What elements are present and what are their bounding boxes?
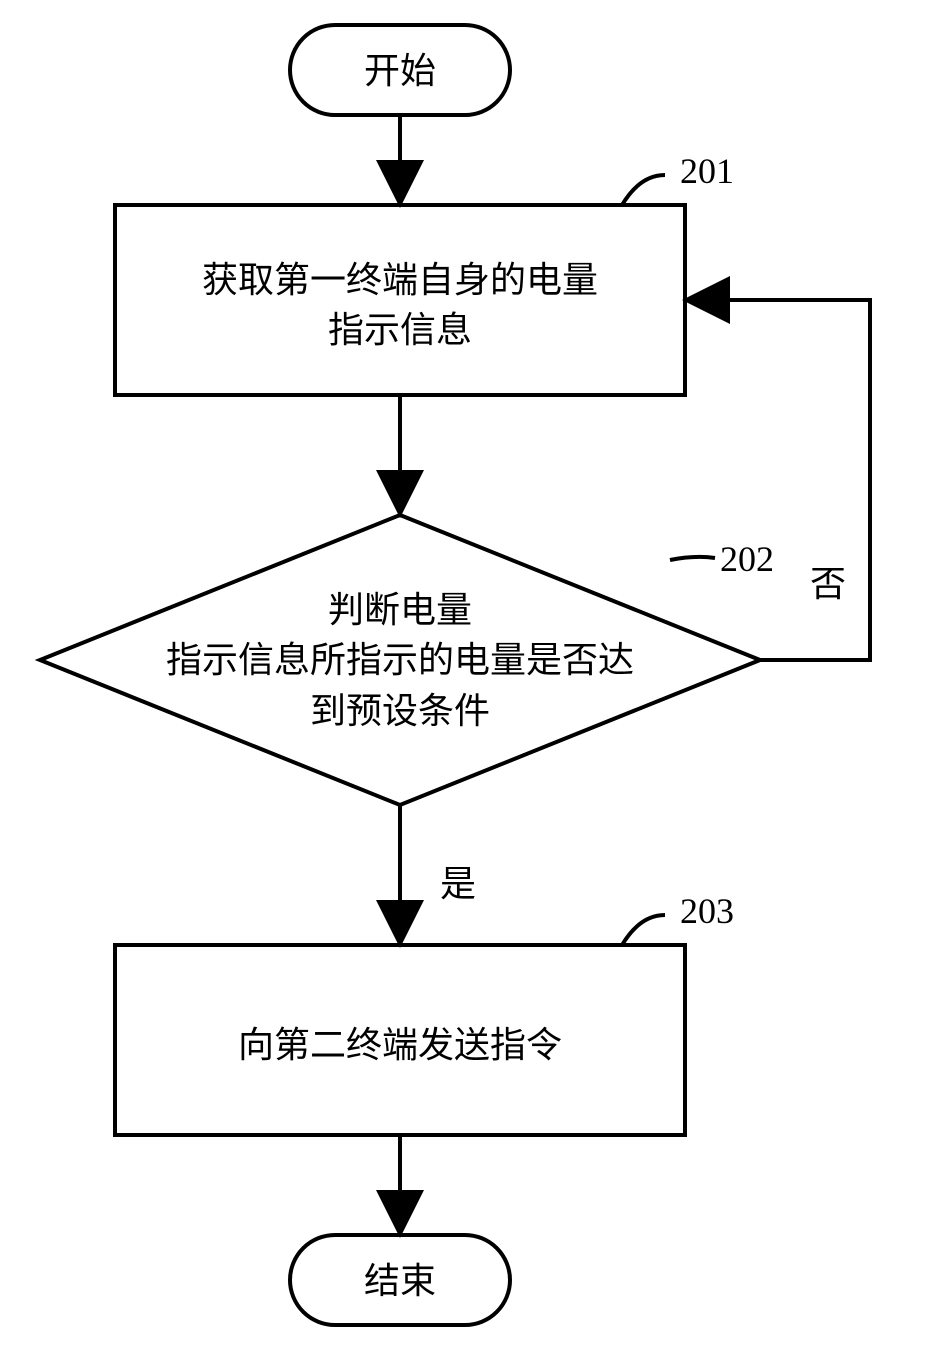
step-number-203: 203 bbox=[680, 890, 734, 932]
decision-line1: 判断电量 bbox=[100, 585, 700, 635]
step3-label: 向第二终端发送指令 bbox=[115, 1020, 685, 1070]
callout-201 bbox=[622, 175, 665, 205]
decision-line2: 指示信息所指示的电量是否达 bbox=[100, 635, 700, 685]
decision-line3: 到预设条件 bbox=[100, 686, 700, 736]
callout-203 bbox=[622, 915, 665, 945]
callout-202 bbox=[670, 557, 715, 560]
yes-label: 是 bbox=[440, 855, 476, 907]
no-label: 否 bbox=[810, 555, 846, 607]
start-label: 开始 bbox=[290, 46, 510, 96]
step1-line2: 指示信息 bbox=[115, 305, 685, 355]
step-number-201: 201 bbox=[680, 150, 734, 192]
step1-label: 获取第一终端自身的电量 指示信息 bbox=[115, 255, 685, 356]
step-number-202: 202 bbox=[720, 538, 774, 580]
step1-line1: 获取第一终端自身的电量 bbox=[115, 255, 685, 305]
decision-label: 判断电量 指示信息所指示的电量是否达 到预设条件 bbox=[100, 585, 700, 736]
end-label: 结束 bbox=[290, 1256, 510, 1306]
